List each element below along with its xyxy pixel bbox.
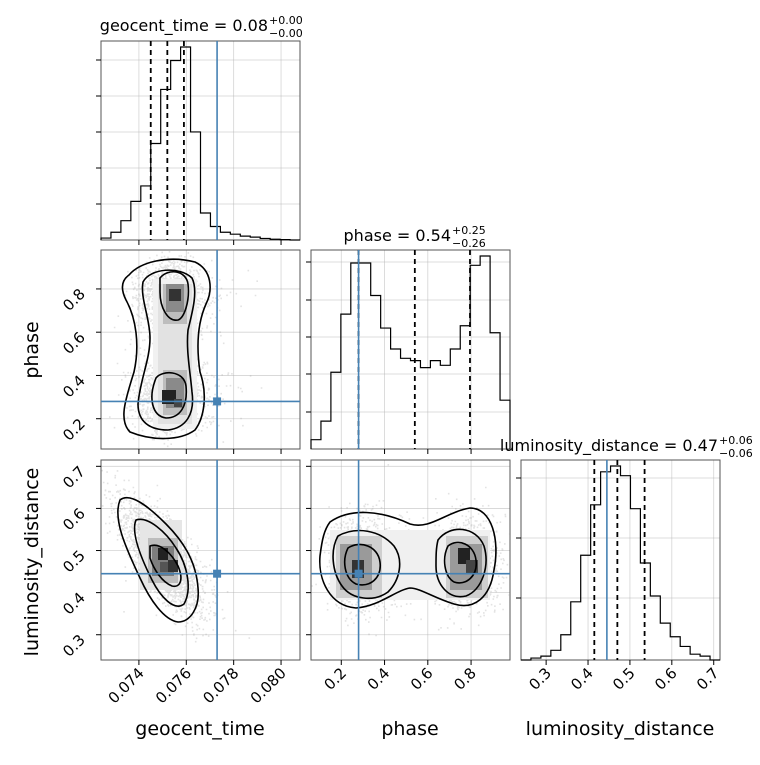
panel-hist-phase [310, 249, 511, 450]
hist-phase-step [310, 255, 511, 449]
panel-distance-vs-geocent-time-contour-2 [133, 518, 189, 607]
x-axis-label-phase: phase [381, 718, 438, 740]
panel-distance-vs-geocent-time [100, 459, 301, 661]
title-luminosity-distance: luminosity_distance = 0.47 +0.06−0.06 [500, 434, 753, 460]
truth-marker-distance-vs-phase [354, 569, 363, 578]
title-phase-lower: −0.26 [452, 237, 486, 250]
y-axis-label-luminosity-distance: luminosity_distance [21, 468, 43, 657]
panel-phase-vs-geocent-time-frame [100, 249, 301, 450]
y-axis-label-phase: phase [21, 321, 43, 378]
title-geocent-time-main: geocent_time = 0.08 [100, 16, 268, 36]
panel-phase-vs-geocent-time-contour-2 [137, 269, 196, 431]
x-axis-label-luminosity-distance: luminosity_distance [526, 718, 715, 740]
panel-distance-vs-phase-scatter [311, 464, 510, 637]
phase-x-tick-label: 0.4 [364, 664, 394, 694]
panel-phase-vs-geocent-time-density-cell [162, 390, 176, 404]
panel-hist-phase-frame [310, 249, 511, 450]
panel-hist-geocent-time-frame [100, 40, 301, 241]
phase-x-tick-label: 0.2 [321, 664, 351, 694]
truth-marker-distance-vs-geocent-time [213, 569, 222, 578]
title-geocent-time: geocent_time = 0.08 +0.00−0.00 [100, 14, 303, 40]
phase-x-tick-label: 0.6 [407, 664, 437, 694]
panel-distance-vs-geocent-time-frame [100, 459, 301, 661]
geocent-time-tick-label: 0.076 [152, 664, 195, 707]
phase-y-tick-label: 0.4 [59, 372, 89, 402]
title-phase-main: phase = 0.54 [344, 226, 451, 245]
luminosity-distance-y-tick-label: 0.5 [59, 547, 89, 577]
panel-distance-vs-geocent-time-contour-1 [117, 497, 200, 623]
title-luminosity-distance-upper: +0.06 [719, 434, 753, 447]
hist-luminosity-distance-step [521, 465, 720, 661]
luminosity-distance-tick-label: 0.5 [609, 664, 639, 694]
panel-hist-luminosity-distance [520, 459, 721, 661]
phase-y-tick-label: 0.2 [59, 415, 89, 445]
luminosity-distance-tick-label: 0.7 [693, 664, 723, 694]
title-luminosity-distance-lower: −0.06 [719, 447, 753, 460]
title-phase-upper: +0.25 [452, 224, 486, 237]
panel-phase-vs-geocent-time-density-cell [169, 289, 181, 301]
title-geocent-time-lower: −0.00 [269, 27, 303, 40]
phase-y-tick-label: 0.8 [59, 285, 89, 315]
panel-distance-vs-geocent-time-density-cell [160, 562, 168, 572]
luminosity-distance-y-tick-label: 0.7 [59, 462, 89, 492]
luminosity-distance-y-tick-label: 0.6 [59, 505, 89, 535]
phase-x-tick-label: 0.8 [450, 664, 480, 694]
title-phase: phase = 0.54 +0.25−0.26 [344, 224, 486, 250]
panel-distance-vs-phase-contour-1 [319, 507, 497, 609]
geocent-time-tick-label: 0.080 [247, 664, 290, 707]
geocent-time-tick-label: 0.074 [105, 664, 148, 707]
geocent-time-tick-label: 0.078 [199, 664, 242, 707]
luminosity-distance-y-tick-label: 0.4 [59, 589, 89, 619]
panel-phase-vs-geocent-time-scatter [109, 250, 263, 449]
panel-distance-vs-geocent-time-density-cell [168, 560, 178, 572]
panel-distance-vs-geocent-time-density-cell [158, 548, 168, 560]
panel-phase-vs-geocent-time-contour-3 [151, 271, 190, 419]
title-luminosity-distance-main: luminosity_distance = 0.47 [500, 436, 718, 456]
phase-y-tick-label: 0.6 [59, 328, 89, 358]
luminosity-distance-y-tick-label: 0.3 [59, 631, 89, 661]
panel-hist-luminosity-distance-frame [520, 459, 721, 661]
panel-phase-vs-geocent-time-density-cell [174, 399, 182, 407]
hist-geocent-time-step [100, 46, 300, 241]
truth-marker-phase-vs-geocent-time [213, 397, 222, 406]
title-geocent-time-upper: +0.00 [269, 14, 303, 27]
panel-distance-vs-geocent-time-contour-3 [149, 544, 182, 588]
panel-distance-vs-phase-contour-3 [343, 541, 477, 586]
luminosity-distance-tick-label: 0.3 [525, 664, 555, 694]
x-axis-label-geocent-time: geocent_time [135, 718, 264, 740]
luminosity-distance-tick-label: 0.6 [651, 664, 681, 694]
panel-distance-vs-geocent-time-scatter [101, 469, 251, 643]
luminosity-distance-tick-label: 0.4 [567, 664, 597, 694]
panel-phase-vs-geocent-time-contour-1 [121, 258, 211, 440]
panel-distance-vs-phase-frame [310, 459, 511, 661]
